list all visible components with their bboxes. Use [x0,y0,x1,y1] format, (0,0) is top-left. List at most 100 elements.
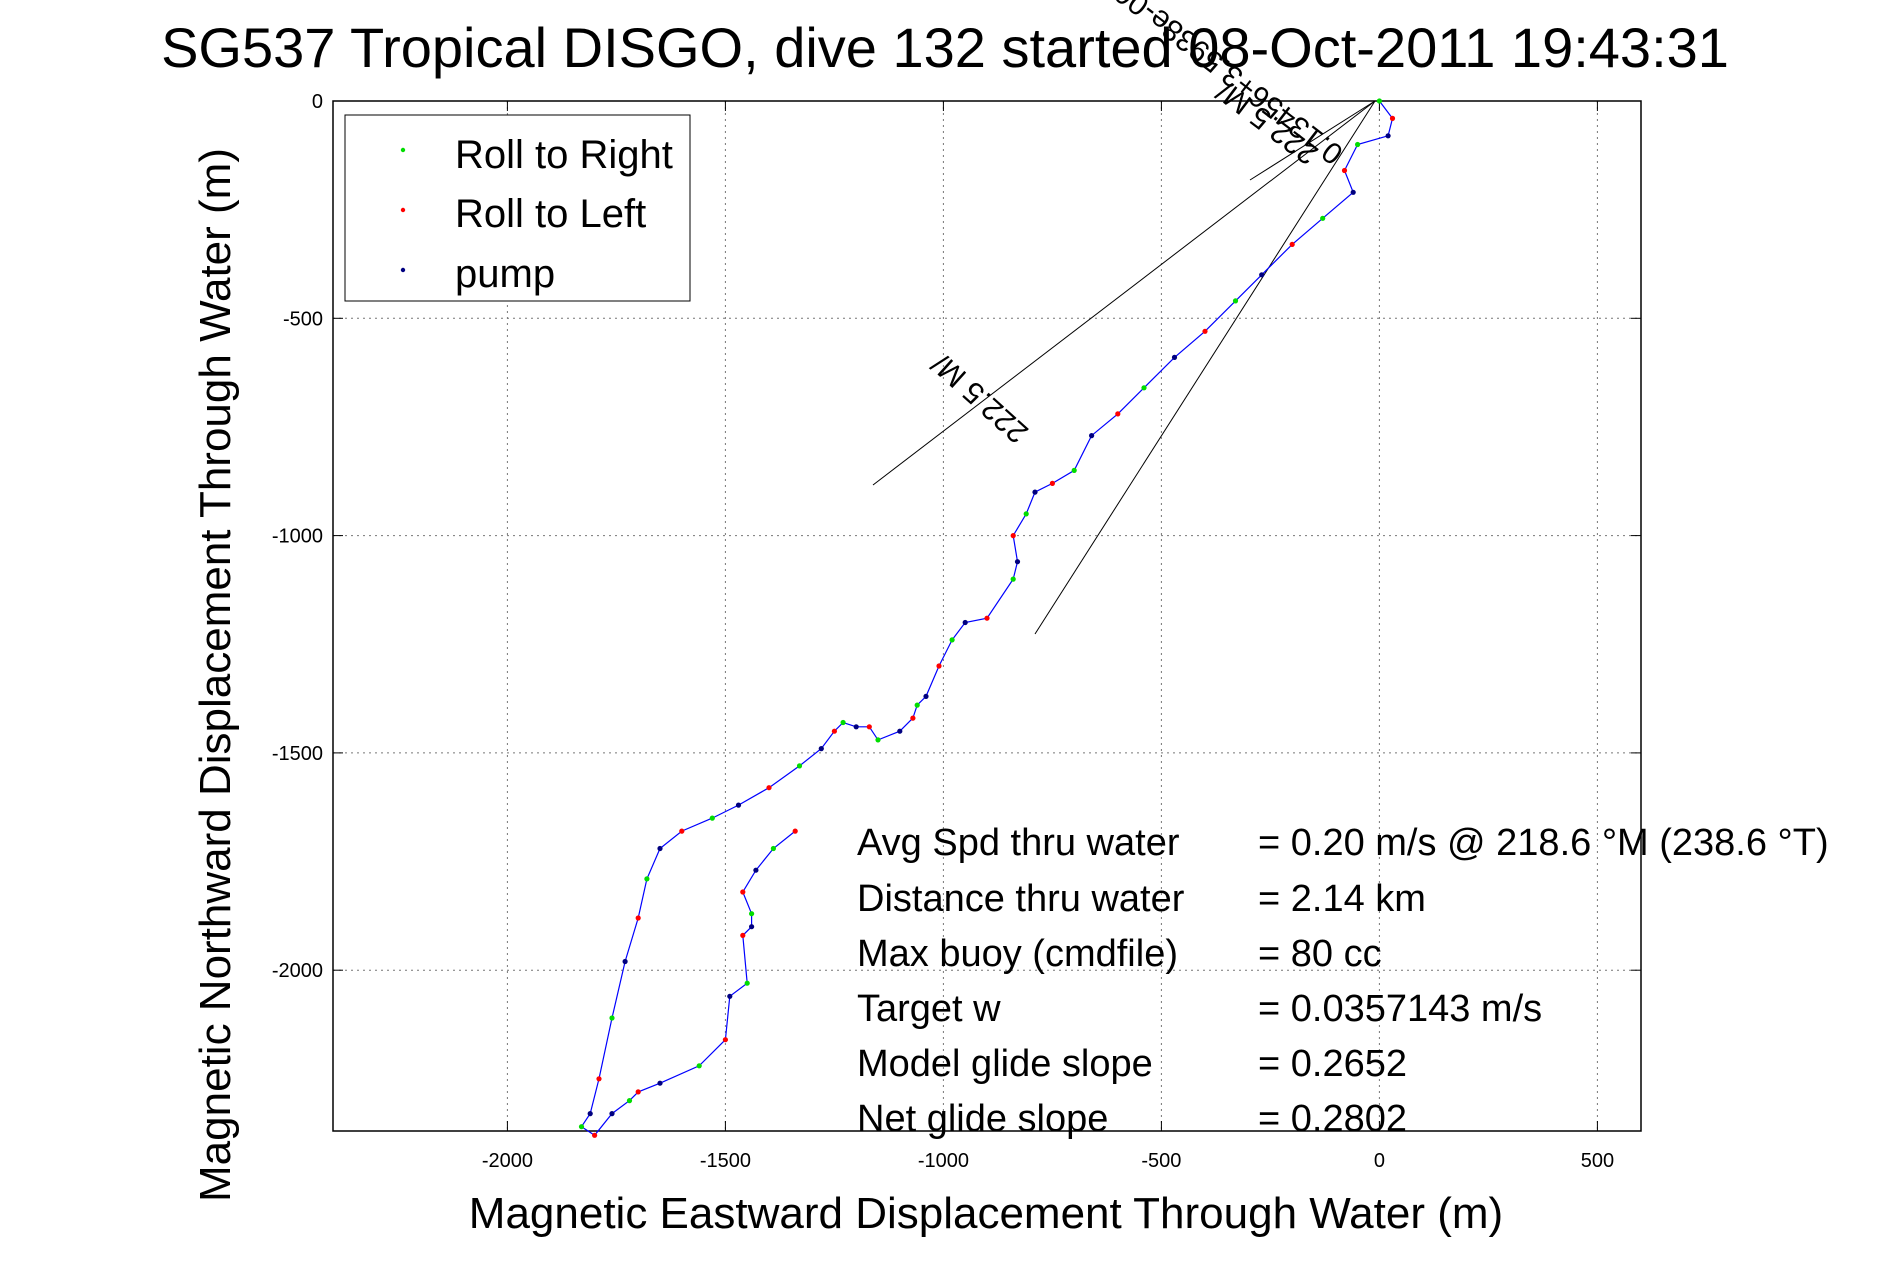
x-tick-label: -1000 [918,1150,969,1172]
roll-right-point [744,980,750,986]
roll-left-point [766,785,772,791]
pump-point [727,993,733,999]
pump-point [749,924,755,930]
pump-point [923,693,929,700]
y-axis-ticks: 0 -500 -1000 -1500 -2000 [272,91,1641,982]
pump-point [1259,272,1265,278]
pump-point [897,728,903,734]
roll-right-point [770,845,777,852]
roll-right-point [578,1124,585,1130]
stat-value-distance: = 2.14 km [1258,878,1426,920]
fan-label-lower: 222.5 M/ [925,346,1034,449]
stat-label-model-glide: Model glide slope [857,1043,1153,1085]
y-tick-label: -2000 [272,960,323,982]
pump-point [818,746,824,752]
legend-label-pump: pump [455,252,555,296]
pump-point [1385,133,1391,139]
y-tick-label: 0 [312,91,323,113]
pump-point [753,867,759,873]
roll-right-point [626,1098,633,1104]
pump-point [1350,189,1356,195]
legend-marker-roll-right [400,147,406,153]
x-tick-label: 0 [1374,1150,1385,1172]
roll-left-point [679,828,685,834]
x-tick-label: -500 [1141,1150,1181,1172]
pump-point [1171,354,1178,360]
stat-value-net-glide: = 0.2802 [1258,1098,1407,1140]
pump-point [609,1111,615,1117]
roll-left-point [866,724,872,730]
stat-value-target-w: = 0.0357143 m/s [1258,988,1542,1030]
roll-right-point [709,815,715,821]
pump-point [1089,433,1095,439]
roll-left-point [1202,328,1208,334]
roll-right-point [949,637,955,643]
roll-right-point [1023,511,1029,517]
stats-block: Avg Spd thru water = 0.20 m/s @ 218.6 °M… [857,822,1829,1140]
roll-left-point [936,663,942,669]
roll-left-point [1389,115,1396,121]
roll-right-point [914,702,920,708]
roll-right-point [644,876,650,882]
legend-label-roll-right: Roll to Right [455,133,673,177]
stat-label-target-w: Target w [857,988,1001,1030]
stat-value-avg-speed: = 0.20 m/s @ 218.6 °M (238.6 °T) [1258,822,1829,864]
roll-left-point [635,1089,641,1095]
roll-left-point [1341,167,1348,174]
y-tick-label: -1500 [272,743,323,765]
stat-label-distance: Distance thru water [857,878,1185,920]
x-tick-label: 500 [1581,1150,1614,1172]
stat-label-net-glide: Net glide slope [857,1098,1108,1140]
roll-left-point [596,1076,602,1082]
roll-left-point [1289,241,1295,247]
legend-marker-pump [400,267,406,273]
roll-right-point [1320,215,1326,221]
roll-left-point [1049,480,1055,486]
pump-point [622,958,628,965]
pump-point [853,724,859,730]
pump-point [735,802,742,808]
fan-line-upper [872,100,1376,486]
pump-point [657,845,663,852]
fan-line-mid [1249,100,1376,181]
roll-right-point [875,737,881,743]
y-tick-label: -500 [283,308,323,330]
pump-point [657,1080,663,1086]
roll-right-point [749,911,755,917]
roll-left-point [984,615,990,621]
fan-line-lower [1034,100,1376,635]
x-axis-ticks: -2000 -1500 -1000 -500 0 500 [482,101,1614,1172]
stat-value-max-buoy: = 80 cc [1258,933,1382,975]
y-tick-label: -1000 [272,526,323,548]
pump-point [587,1111,593,1117]
x-axis-label: Magnetic Eastward Displacement Through W… [469,1189,1503,1238]
stat-label-max-buoy: Max buoy (cmdfile) [857,933,1178,975]
track-layer [578,98,1396,1138]
pump-point [1014,559,1021,565]
roll-right-point [1141,385,1147,391]
roll-right-point [840,719,846,726]
roll-right-point [1232,298,1239,304]
stat-value-model-glide: = 0.2652 [1258,1043,1407,1085]
roll-right-point [1355,141,1361,148]
roll-left-point [635,915,641,921]
roll-left-point [792,828,798,834]
roll-left-point [722,1037,729,1043]
chart-title: SG537 Tropical DISGO, dive 132 started 0… [161,16,1729,79]
x-tick-label: -1500 [700,1150,751,1172]
roll-left-point [831,728,838,734]
pump-point [1032,489,1038,495]
roll-right-point [1376,98,1382,104]
pump-point [962,619,968,626]
roll-right-point [696,1063,702,1069]
roll-left-point [1115,411,1121,417]
roll-right-point [796,763,803,769]
legend-label-roll-left: Roll to Left [455,192,646,236]
x-tick-label: -2000 [482,1150,533,1172]
roll-right-point [609,1015,615,1021]
heading-fan-lines [872,100,1376,635]
legend-marker-roll-left [400,207,406,213]
roll-left-point [740,932,746,939]
roll-left-point [740,889,746,895]
